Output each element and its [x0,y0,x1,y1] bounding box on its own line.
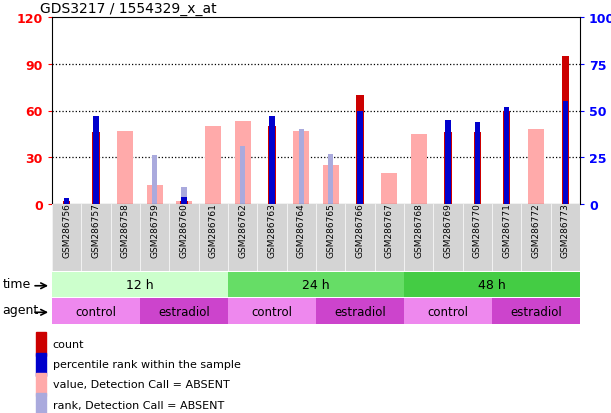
Bar [475,122,480,204]
Bar [35,332,46,356]
Bar [205,127,221,204]
Bar [228,272,404,297]
Bar [492,298,580,324]
Bar [240,147,245,204]
Bar [299,130,304,204]
Text: GDS3217 / 1554329_x_at: GDS3217 / 1554329_x_at [40,2,216,16]
Bar [474,133,481,204]
Text: control: control [76,305,117,318]
Bar [140,298,228,324]
Bar [316,298,404,324]
Bar [404,272,580,297]
Text: agent: agent [2,304,39,316]
Text: rank, Detection Call = ABSENT: rank, Detection Call = ABSENT [53,400,224,410]
Bar [64,199,69,204]
Bar [35,353,46,376]
Bar [181,197,186,204]
Bar [181,188,186,204]
Text: estradiol: estradiol [158,305,210,318]
Bar [117,131,133,204]
Text: value, Detection Call = ABSENT: value, Detection Call = ABSENT [53,380,229,389]
Bar [52,298,140,324]
Bar [63,202,70,204]
Bar [180,202,188,204]
Text: control: control [252,305,293,318]
Text: 48 h: 48 h [478,278,506,291]
Bar [357,111,363,204]
Bar [64,199,69,204]
Bar [411,135,426,204]
Bar [504,107,510,204]
Text: time: time [2,277,31,290]
Bar [328,154,334,204]
Text: count: count [53,339,84,349]
Bar [293,131,309,204]
Text: 24 h: 24 h [302,278,330,291]
Text: control: control [428,305,469,318]
Bar [562,57,569,204]
Bar [35,373,46,396]
Bar [176,202,192,204]
Bar [404,298,492,324]
Text: 12 h: 12 h [126,278,154,291]
Text: estradiol: estradiol [334,305,386,318]
Bar [356,96,364,204]
Bar [528,130,544,204]
Bar [93,117,98,204]
Bar [147,186,163,204]
Bar [152,156,157,204]
Bar [445,121,451,204]
Bar [52,272,228,297]
Bar [444,133,452,204]
Bar [503,111,510,204]
Bar [228,298,316,324]
Text: estradiol: estradiol [510,305,562,318]
Bar [268,127,276,204]
Bar [35,393,46,413]
Bar [381,173,397,204]
Bar [563,102,568,204]
Bar [269,117,274,204]
Bar [235,122,251,204]
Text: percentile rank within the sample: percentile rank within the sample [53,359,240,369]
Bar [323,166,338,204]
Bar [92,133,100,204]
